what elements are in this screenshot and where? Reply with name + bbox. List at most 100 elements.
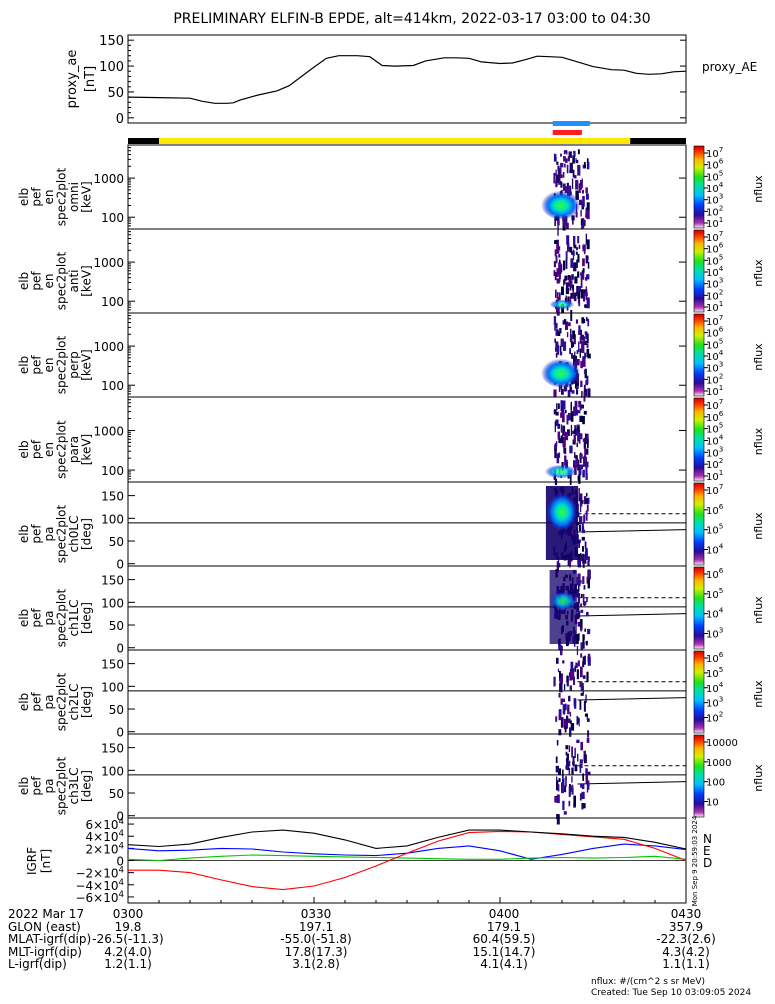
spectrogram-pixel [568, 760, 571, 767]
spectrogram-pixel [569, 296, 572, 304]
spectrogram-pixel [579, 681, 583, 688]
spectrogram-pixel [575, 159, 579, 164]
colorbar-tick-label-base: 10 [706, 245, 719, 256]
spectrogram-pixel [556, 161, 559, 165]
spectrogram-pixel [573, 236, 576, 247]
colorbar-tick-label-base: 10 [706, 460, 719, 471]
spectrogram-pixel [558, 403, 560, 409]
spectrogram-pixel [577, 236, 580, 244]
colorbar-tick-label-exp: 2 [719, 456, 724, 465]
spectrogram-pixel [555, 174, 559, 183]
spectrogram-pixel [582, 268, 585, 273]
spectrogram-pixel [560, 400, 564, 411]
panel-ylabel-line: pa [42, 695, 56, 710]
panel-ylabel-line: en [42, 442, 56, 457]
colorbar-tick-label-exp: 4 [719, 433, 724, 442]
spectrogram-pixel [573, 795, 576, 807]
ae-series-label: proxy_AE [702, 60, 757, 74]
spectrogram-pixel [574, 665, 577, 672]
spectrogram-pixel [574, 747, 576, 758]
spectrogram-pixel [559, 345, 562, 352]
spectrogram-pixel [576, 717, 580, 724]
panel-ylabel-line: elb [17, 693, 31, 711]
spectrogram-pixel [569, 348, 571, 355]
spectrogram-pixel [586, 348, 590, 357]
colorbar-tick-label-exp: 6 [719, 502, 724, 511]
spectrogram-pixel [581, 785, 584, 789]
spectrogram-pixel [559, 174, 563, 179]
spectrogram-pixel [561, 782, 564, 794]
spectrogram-pixel [563, 785, 567, 793]
colorbar-tick-label-exp: 7 [719, 397, 724, 406]
spectrogram-pixel [584, 655, 586, 665]
spectrogram-pixel [569, 383, 572, 391]
colorbar-tick-label: 10 [706, 798, 719, 809]
colorbar-tick-label-exp: 6 [719, 241, 724, 250]
spectrogram-pixel [556, 323, 558, 334]
spectrogram-pixel [580, 272, 582, 276]
spectrogram-pixel [558, 709, 562, 717]
colorbar-tick-label-base: 10 [706, 714, 719, 725]
spectrogram-pixel [565, 745, 569, 750]
spectrogram-pixel [584, 331, 588, 335]
colorbar-tick-label-exp: 4 [719, 348, 724, 357]
spectrogram-pixel [577, 289, 580, 299]
colorbar-tick-label: 103 [706, 192, 723, 207]
colorbar-tick-label-exp: 7 [719, 313, 724, 322]
spectrogram-pixel [582, 356, 586, 362]
loss-cone-line [577, 781, 687, 785]
colorbar-gradient [693, 566, 705, 650]
spectrogram-pixel [580, 360, 583, 369]
spectrogram-pixel [582, 642, 585, 649]
spectrogram-pixel [585, 213, 587, 218]
colorbar-tick-label-base: 10 [706, 233, 719, 244]
colorbar-tick-label: 107 [706, 397, 723, 412]
spectrogram-panels: 1000100elbpefenspec2plotomni[keV]1071061… [17, 144, 765, 825]
spectrogram-pixel [581, 594, 583, 598]
spectrogram-pixel [586, 209, 590, 220]
spectrogram-pixel [579, 415, 583, 422]
colorbar-tick-label: 102 [706, 456, 723, 471]
spectrogram-pixel [566, 720, 568, 729]
spectrogram-pixel [582, 773, 584, 781]
spectrogram-pixel [568, 786, 571, 797]
spectrogram-pixel [576, 359, 580, 365]
spectrogram-pixel [582, 438, 585, 442]
spectrogram-pixel [585, 640, 588, 644]
spectrogram-pixel [584, 457, 587, 467]
spectrogram-pixel [583, 496, 587, 505]
panel-ylabel-line: [deg] [80, 770, 94, 802]
spectrogram-pixel [560, 424, 563, 433]
spectrogram-pixel [586, 202, 590, 211]
spectrogram-pixel [570, 328, 572, 340]
colorbar-gradient [693, 734, 705, 818]
spectrogram-pixel [586, 316, 588, 322]
spectrogram-pixel [565, 751, 568, 756]
panel-ylabel-line: spec2plot [55, 672, 69, 731]
spectrogram-pixel [572, 668, 575, 678]
igrf-legend-D: D [703, 856, 712, 870]
spectrogram-pixel [556, 268, 560, 277]
spectrogram-pixel [562, 769, 564, 778]
colorbar-tick-label-exp: 4 [719, 180, 724, 189]
spectrogram-pixel [556, 776, 558, 783]
colorbar-tick-label-base: 10 [706, 268, 719, 279]
spectrogram-pixel [582, 675, 586, 679]
loss-cone-line [577, 529, 687, 533]
spectrogram-pixel [577, 595, 580, 604]
spectrogram-pixel [567, 718, 571, 723]
spectrogram-pixel [579, 516, 583, 525]
colorbar-tick-label-exp: 5 [719, 336, 724, 345]
spectrogram-pixel [556, 453, 560, 464]
spectrogram-pixel [562, 320, 566, 325]
spectrogram-pixel [578, 341, 580, 353]
spectrogram-pixel [553, 316, 557, 326]
spectrogram-pixel [581, 526, 585, 532]
panel-ylabel-line: ch1LC [67, 600, 81, 637]
spectrogram-pixel [565, 776, 567, 787]
igrf-ytick-label-base: −2×10 [75, 867, 118, 881]
spectrogram-pixel [560, 698, 563, 705]
igrf-ytick-label: −2×104 [75, 866, 124, 881]
spectrogram-pixel [579, 793, 582, 801]
